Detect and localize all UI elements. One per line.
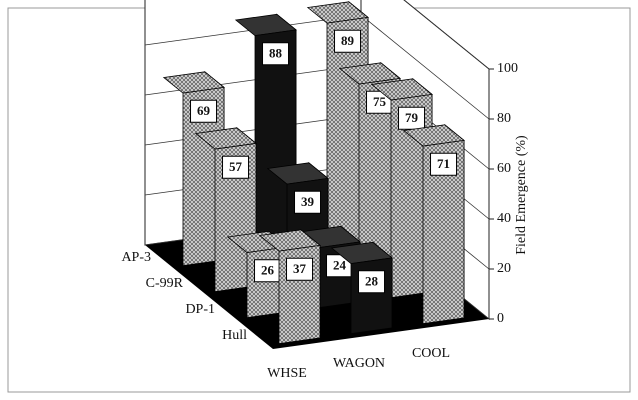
value-label: 37 <box>293 261 307 276</box>
value-label: 75 <box>373 94 387 109</box>
value-label-box <box>222 155 250 179</box>
value-label: 28 <box>365 274 379 289</box>
value-label-box <box>286 257 314 281</box>
value-label: 26 <box>261 263 275 278</box>
bar-front <box>214 142 257 293</box>
x-tick-label: COOL <box>412 346 450 361</box>
bar-front <box>422 139 465 325</box>
value-label: 88 <box>269 46 283 61</box>
value-label-box <box>358 270 386 294</box>
value-label-box <box>294 190 322 214</box>
bar-front <box>350 257 393 335</box>
row-label: C-99R <box>146 276 184 291</box>
value-label: 89 <box>341 33 355 48</box>
y-tick-label: 100 <box>497 61 518 76</box>
value-label: 69 <box>197 103 211 118</box>
y-tick-label: 20 <box>497 261 511 276</box>
value-label-box <box>334 29 362 53</box>
x-tick-label: WHSE <box>267 366 307 381</box>
value-label: 71 <box>437 156 450 171</box>
y-tick-label: 60 <box>497 161 511 176</box>
value-label: 24 <box>333 258 347 273</box>
y-tick-label: 0 <box>497 311 504 326</box>
grid-line <box>403 0 490 70</box>
row-label: DP-1 <box>185 302 215 317</box>
value-label-box <box>190 99 218 123</box>
value-label: 39 <box>301 194 315 209</box>
value-label-box <box>430 152 458 176</box>
x-tick-label: WAGON <box>333 356 385 371</box>
row-label: AP-3 <box>121 250 151 265</box>
value-label: 79 <box>405 110 419 125</box>
y-tick-label: 40 <box>497 211 511 226</box>
value-label: 57 <box>229 159 243 174</box>
row-label: Hull <box>222 328 247 343</box>
y-axis-label: Field Emergence (%) <box>514 135 529 255</box>
bar <box>234 13 298 257</box>
value-label-box <box>262 42 290 66</box>
y-tick-label: 80 <box>497 111 511 126</box>
